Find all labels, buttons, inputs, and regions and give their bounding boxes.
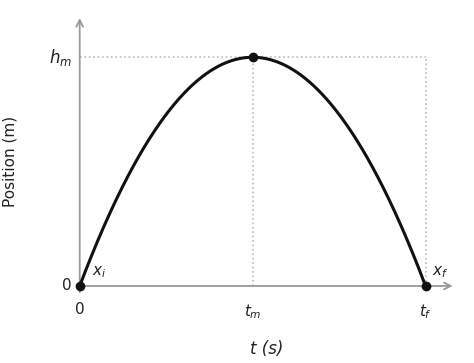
Text: $t_f$: $t_f$ — [419, 302, 432, 321]
Text: $t_m$: $t_m$ — [244, 302, 262, 321]
Text: $x_i$: $x_i$ — [92, 265, 106, 280]
Text: 0: 0 — [63, 278, 72, 293]
Text: $x_f$: $x_f$ — [432, 265, 449, 280]
Text: Position (m): Position (m) — [2, 116, 17, 207]
Text: t (s): t (s) — [250, 340, 283, 358]
Text: 0: 0 — [75, 302, 84, 317]
Text: $h_m$: $h_m$ — [49, 47, 72, 68]
